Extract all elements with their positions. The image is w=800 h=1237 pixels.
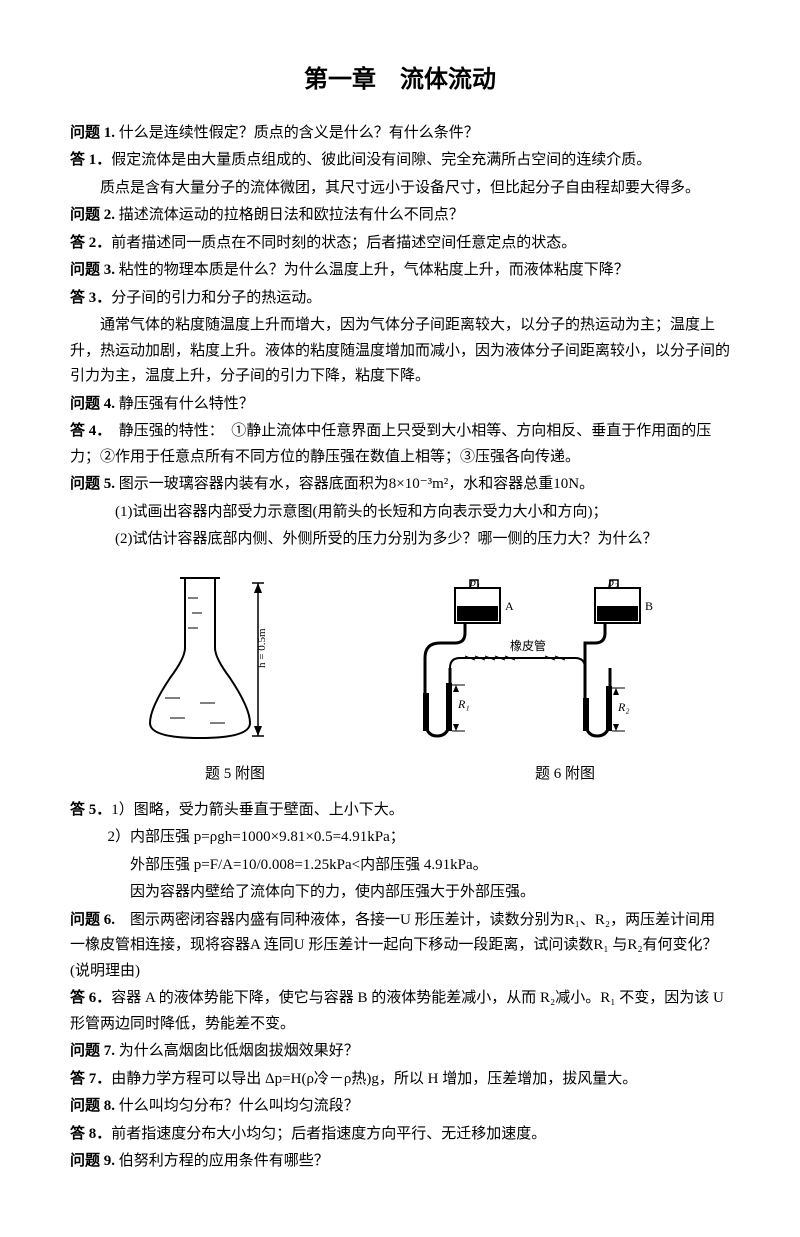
answer-4: 答 4． 静压强的特性： ①静止流体中任意界面上只受到大小相等、方向相反、垂直于…: [70, 419, 730, 470]
a8-label: 答 8．: [70, 1126, 111, 1142]
q5-text: 图示一玻璃容器内装有水，容器底面积为8×10⁻³m²，水和容器总重10N。: [119, 476, 594, 492]
question-9: 问题 9. 伯努利方程的应用条件有哪些？: [70, 1149, 730, 1175]
q1-text: 什么是连续性假定？质点的含义是什么？有什么条件？: [119, 125, 479, 141]
q7-label: 问题 7.: [70, 1043, 115, 1059]
question-6: 问题 6. 图示两密闭容器内盛有同种液体，各接一U 形压差计，读数分别为R₁、R…: [70, 908, 730, 985]
svg-text:h = 0.5m: h = 0.5m: [256, 628, 268, 668]
a6-label: 答 6．: [70, 990, 111, 1006]
answer-2: 答 2．前者描述同一质点在不同时刻的状态；后者描述空间任意定点的状态。: [70, 231, 730, 257]
svg-text:B: B: [645, 599, 653, 613]
question-2: 问题 2. 描述流体运动的拉格朗日法和欧拉法有什么不同点？: [70, 203, 730, 229]
manometer-diagram: p₁ p₂ A B 橡皮管 R₁: [390, 568, 670, 748]
answer-5: 答 5．1）图略，受力箭头垂直于壁面、上小下大。: [70, 798, 730, 824]
svg-text:R₂: R₂: [617, 700, 630, 714]
q8-text: 什么叫均匀分布？什么叫均匀流段？: [119, 1098, 359, 1114]
a8-text: 前者指速度分布大小均匀；后者指速度方向平行、无迁移加速度。: [111, 1126, 546, 1142]
a7-text: 由静力学方程可以导出 Δp=H(ρ冷－ρ热)g，所以 H 增加，压差增加，拔风量…: [111, 1071, 637, 1087]
q5-sub2: (2)试估计容器底部内侧、外侧所受的压力分别为多少？哪一侧的压力大？为什么？: [70, 527, 730, 553]
q5-sub1: (1)试画出容器内部受力示意图(用箭头的长短和方向表示受力大小和方向)；: [70, 500, 730, 526]
a3-line1: 分子间的引力和分子的热运动。: [111, 290, 321, 306]
q9-text: 伯努利方程的应用条件有哪些？: [119, 1153, 329, 1169]
figure-6: p₁ p₂ A B 橡皮管 R₁: [390, 568, 670, 758]
a5-line3: 外部压强 p=F/A=10/0.008=1.25kPa<内部压强 4.91kPa…: [70, 853, 730, 879]
answer-6: 答 6．容器 A 的液体势能下降，使它与容器 B 的液体势能差减小，从而 R₂减…: [70, 986, 730, 1037]
figure-5: h = 0.5m: [130, 568, 270, 758]
svg-text:橡皮管: 橡皮管: [510, 638, 546, 653]
q1-label: 问题 1.: [70, 125, 115, 141]
a1-line1: 假定流体是由大量质点组成的、彼此间没有间隙、完全充满所占空间的连续介质。: [111, 152, 651, 168]
a3-line2: 通常气体的粘度随温度上升而增大，因为气体分子间距离较大，以分子的热运动为主；温度…: [70, 313, 730, 390]
flask-diagram: h = 0.5m: [130, 568, 270, 748]
a3-label: 答 3．: [70, 290, 111, 306]
a7-label: 答 7．: [70, 1071, 111, 1087]
question-4: 问题 4. 静压强有什么特性？: [70, 392, 730, 418]
a6-text: 容器 A 的液体势能下降，使它与容器 B 的液体势能差减小，从而 R₂减小。R₁…: [70, 990, 724, 1032]
a5-line1: 1）图略，受力箭头垂直于壁面、上小下大。: [111, 802, 404, 818]
chapter-title: 第一章 流体流动: [70, 60, 730, 101]
answer-1: 答 1．假定流体是由大量质点组成的、彼此间没有间隙、完全充满所占空间的连续介质。: [70, 148, 730, 174]
answer-7: 答 7．由静力学方程可以导出 Δp=H(ρ冷－ρ热)g，所以 H 增加，压差增加…: [70, 1067, 730, 1093]
answer-3: 答 3．分子间的引力和分子的热运动。: [70, 286, 730, 312]
q5-label: 问题 5.: [70, 476, 115, 492]
question-1: 问题 1. 什么是连续性假定？质点的含义是什么？有什么条件？: [70, 121, 730, 147]
a1-label: 答 1．: [70, 152, 111, 168]
q4-text: 静压强有什么特性？: [119, 396, 254, 412]
q7-text: 为什么高烟囱比低烟囱拔烟效果好？: [119, 1043, 359, 1059]
a4-text: 静压强的特性： ①静止流体中任意界面上只受到大小相等、方向相反、垂直于作用面的压…: [70, 423, 711, 465]
q6-label: 问题 6.: [70, 912, 115, 928]
q4-label: 问题 4.: [70, 396, 115, 412]
question-8: 问题 8. 什么叫均匀分布？什么叫均匀流段？: [70, 1094, 730, 1120]
q8-label: 问题 8.: [70, 1098, 115, 1114]
a2-label: 答 2．: [70, 235, 111, 251]
q2-label: 问题 2.: [70, 207, 115, 223]
svg-text:R₁: R₁: [457, 697, 470, 711]
a2-text: 前者描述同一质点在不同时刻的状态；后者描述空间任意定点的状态。: [111, 235, 576, 251]
a1-line2: 质点是含有大量分子的流体微团，其尺寸远小于设备尺寸，但比起分子自由程却要大得多。: [70, 176, 730, 202]
fig6-caption: 题 6 附图: [535, 762, 595, 788]
a5-line2: 2）内部压强 p=ρgh=1000×9.81×0.5=4.91kPa；: [70, 825, 730, 851]
fig5-caption: 题 5 附图: [205, 762, 265, 788]
q3-text: 粘性的物理本质是什么？为什么温度上升，气体粘度上升，而液体粘度下降？: [119, 262, 629, 278]
a5-line4: 因为容器内壁给了流体向下的力，使内部压强大于外部压强。: [70, 880, 730, 906]
svg-text:A: A: [505, 599, 514, 613]
question-5: 问题 5. 图示一玻璃容器内装有水，容器底面积为8×10⁻³m²，水和容器总重1…: [70, 472, 730, 498]
q3-label: 问题 3.: [70, 262, 115, 278]
a5-label: 答 5．: [70, 802, 111, 818]
q2-text: 描述流体运动的拉格朗日法和欧拉法有什么不同点？: [119, 207, 464, 223]
a4-label: 答 4．: [70, 423, 104, 439]
q6-text: 图示两密闭容器内盛有同种液体，各接一U 形压差计，读数分别为R₁、R₂，两压差计…: [70, 912, 718, 979]
svg-text:p₂: p₂: [607, 575, 618, 589]
question-3: 问题 3. 粘性的物理本质是什么？为什么温度上升，气体粘度上升，而液体粘度下降？: [70, 258, 730, 284]
question-7: 问题 7. 为什么高烟囱比低烟囱拔烟效果好？: [70, 1039, 730, 1065]
answer-8: 答 8．前者指速度分布大小均匀；后者指速度方向平行、无迁移加速度。: [70, 1122, 730, 1148]
q9-label: 问题 9.: [70, 1153, 115, 1169]
